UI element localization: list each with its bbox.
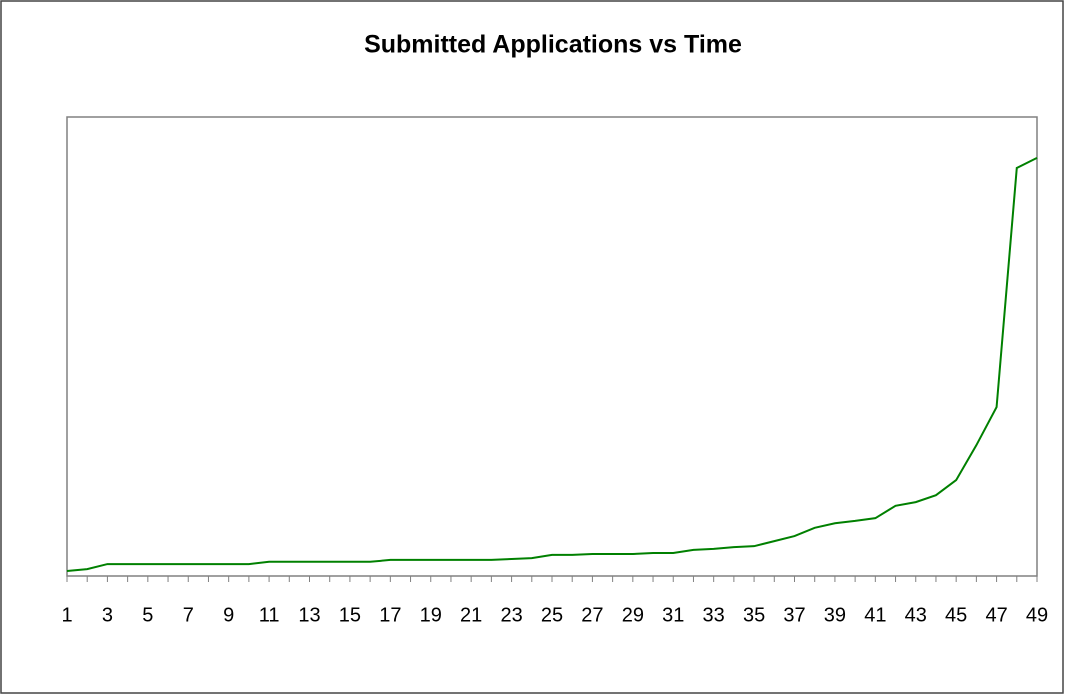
- chart-title: Submitted Applications vs Time: [364, 31, 742, 59]
- x-tick-label: 5: [142, 604, 153, 626]
- x-tick-label: 1: [61, 604, 72, 626]
- x-tick-label: 27: [581, 604, 603, 626]
- x-tick-label: 19: [420, 604, 442, 626]
- x-tick-label: 49: [1026, 604, 1048, 626]
- data-line: [66, 156, 1038, 572]
- x-tick-label: 9: [223, 604, 234, 626]
- x-tick-label: 45: [945, 604, 967, 626]
- x-tick-label: 29: [622, 604, 644, 626]
- x-tick-label: 23: [500, 604, 522, 626]
- x-tick-label: 25: [541, 604, 563, 626]
- x-tick-label: 35: [743, 604, 765, 626]
- x-tick-label: 43: [905, 604, 927, 626]
- x-tick-label: 21: [460, 604, 482, 626]
- x-tick-label: 37: [783, 604, 805, 626]
- x-tick-label: 47: [985, 604, 1007, 626]
- x-tick-label: 13: [298, 604, 320, 626]
- x-tick-label: 17: [379, 604, 401, 626]
- x-tick-label: 15: [339, 604, 361, 626]
- x-tick-label: 33: [703, 604, 725, 626]
- x-tick-label: 11: [259, 604, 280, 626]
- x-tick-label: 31: [662, 604, 684, 626]
- x-tick-label: 3: [102, 604, 113, 626]
- x-tick-label: 39: [824, 604, 846, 626]
- x-tick-label: 7: [183, 604, 194, 626]
- x-tick-label: 41: [864, 604, 886, 626]
